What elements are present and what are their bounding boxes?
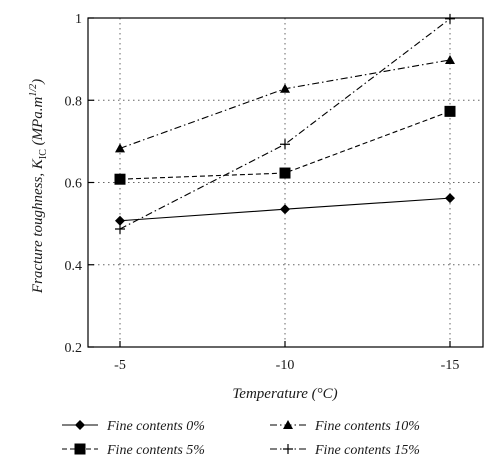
legend-marker-fine-contents-5 (74, 443, 86, 455)
y-tick-label-1: 0.4 (65, 259, 83, 274)
y-tick-label-3: 0.8 (65, 94, 83, 109)
data-point-fine-contents-10-2 (445, 54, 455, 64)
legend: Fine contents 0% Fine contents 5% Fine con… (62, 419, 420, 458)
data-point-fine-contents-5-1 (279, 167, 291, 179)
y-tick-label-2: 0.6 (65, 177, 83, 192)
y-axis-title-unit-close: ) (30, 79, 46, 85)
data-point-fine-contents-0-0 (115, 215, 125, 226)
legend-item-fine-contents-5: Fine contents 5% (62, 443, 205, 458)
data-point-fine-contents-10-0 (115, 143, 125, 153)
legend-marker-fine-contents-0 (75, 420, 85, 430)
data-point-fine-contents-0-2 (445, 193, 455, 204)
x-tick-label-0: -5 (114, 358, 126, 373)
data-point-fine-contents-15-2 (445, 13, 455, 24)
x-axis-title: Temperature (°C) (232, 386, 337, 402)
y-axis-title-subscript: IC (38, 149, 49, 159)
data-point-fine-contents-5-2 (444, 105, 456, 117)
axes (87, 17, 484, 348)
legend-item-fine-contents-10: Fine contents 10% (270, 419, 420, 434)
legend-label-fine-contents-15: Fine contents 15% (314, 443, 420, 458)
series-fine-contents-0 (115, 193, 455, 226)
legend-marker-fine-contents-10 (283, 420, 293, 429)
series-fine-contents-15 (115, 13, 455, 234)
legend-item-fine-contents-15: Fine contents 15% (270, 443, 420, 458)
series-line-fine-contents-5 (119, 110, 451, 180)
y-axis-title-unit-superscript: 1/2 (28, 84, 39, 97)
legend-label-fine-contents-10: Fine contents 10% (314, 419, 420, 434)
y-tick-label-4: 1 (75, 12, 82, 27)
tick-labels: 0.2 0.4 0.6 0.8 1 -5 -10 -15 (65, 12, 460, 373)
series-fine-contents-5 (114, 105, 456, 185)
y-axis-title-unit: (MPa.m (30, 96, 46, 149)
y-axis-title: Fracture toughness, KIC (MPa.m1/2) (28, 79, 49, 294)
legend-item-fine-contents-0: Fine contents 0% (62, 419, 205, 434)
data-point-fine-contents-15-0 (115, 223, 125, 234)
legend-label-fine-contents-0: Fine contents 0% (106, 419, 205, 434)
y-axis-title-main: Fracture toughness, K (30, 158, 46, 294)
legend-label-fine-contents-5: Fine contents 5% (106, 443, 205, 458)
data-point-fine-contents-0-1 (280, 204, 290, 215)
data-point-fine-contents-15-1 (280, 139, 290, 150)
x-tick-label-1: -10 (276, 358, 295, 373)
legend-marker-fine-contents-15 (283, 444, 293, 454)
y-tick-label-0: 0.2 (65, 341, 83, 356)
x-tick-label-2: -15 (441, 358, 460, 373)
series-fine-contents-10 (115, 54, 455, 153)
data-point-fine-contents-10-1 (280, 83, 290, 93)
data-point-fine-contents-5-0 (114, 173, 126, 185)
grid (88, 17, 483, 347)
series-layer (114, 13, 456, 234)
